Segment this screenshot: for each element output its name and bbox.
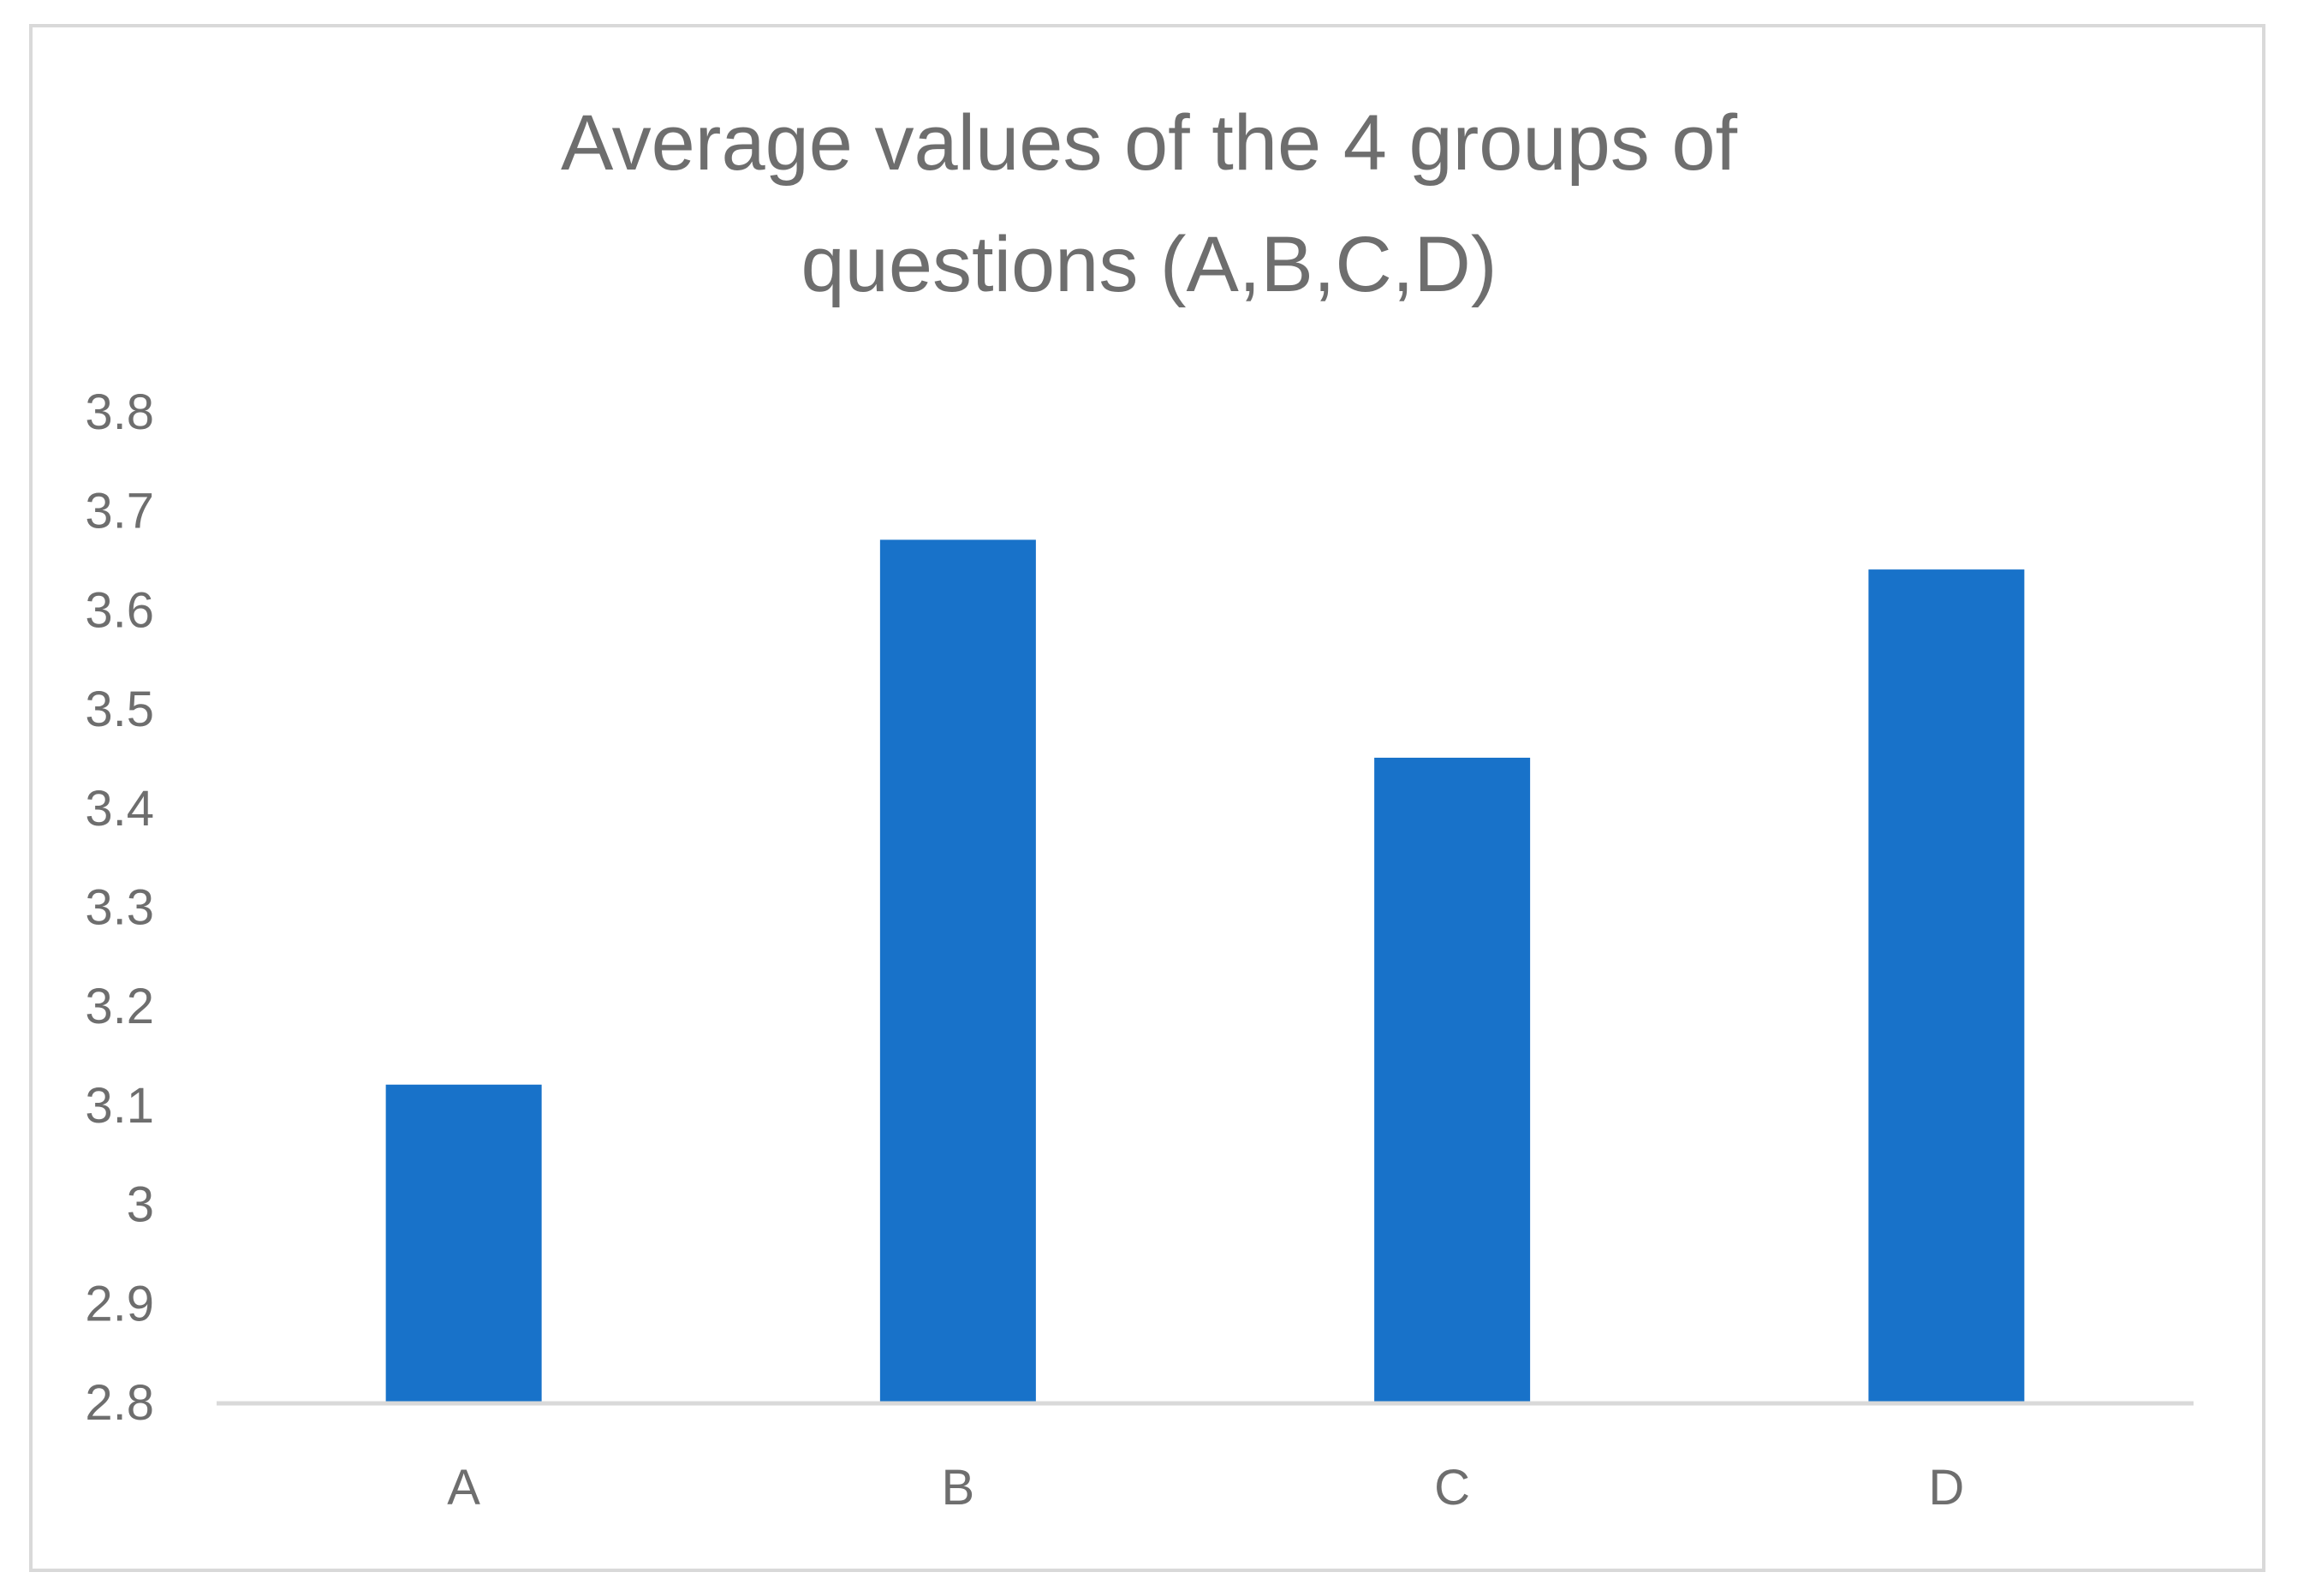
y-tick-label: 3.5 (85, 682, 154, 737)
y-tick-label: 3.1 (85, 1078, 154, 1134)
x-tick-label: D (1928, 1460, 1964, 1516)
plot-area: 3.8 3.7 3.6 3.5 3.4 3.3 3.2 3.1 3 2.9 2.8 A B C D (85, 384, 2194, 1516)
y-tick-label: 3.2 (85, 979, 154, 1034)
y-tick-label: 2.8 (85, 1375, 154, 1431)
y-tick-label: 3.7 (85, 484, 154, 539)
chart-title-line-1: Average values of the 4 groups of (561, 99, 1738, 187)
y-tick-label: 3.4 (85, 781, 154, 837)
x-tick-label: A (447, 1460, 480, 1516)
y-tick-label: 3.8 (85, 384, 154, 440)
chart-title-line-2: questions (A,B,C,D) (801, 221, 1497, 308)
bar-c (1374, 757, 1531, 1402)
y-tick-label: 3.6 (85, 582, 154, 638)
y-tick-label: 3.3 (85, 880, 154, 936)
y-tick-label: 3 (127, 1177, 154, 1233)
x-tick-label: C (1434, 1460, 1470, 1516)
y-tick-label: 2.9 (85, 1276, 154, 1331)
x-tick-label: B (942, 1460, 975, 1516)
bar-d (1868, 569, 2025, 1402)
bar-a (385, 1084, 542, 1402)
bar-b (879, 539, 1036, 1402)
